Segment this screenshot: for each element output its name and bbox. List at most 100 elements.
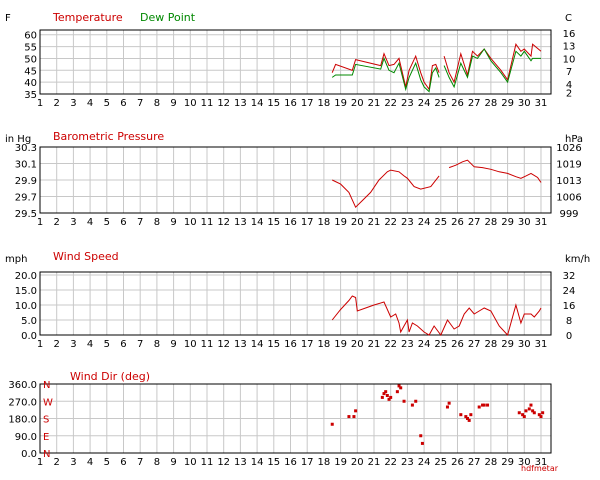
- wind_speed-chart: 1 2 3 4 5 6 7 8 9 10 11 12 13 14 15 16 17 18 19 20 21 22 23 24 2…: [5, 250, 590, 350]
- wind-dir-point: [384, 390, 388, 394]
- x-tick-label: 6: [120, 217, 126, 228]
- x-tick-label: 28: [485, 98, 498, 109]
- x-tick-label: 10: [184, 457, 197, 468]
- x-tick-label: 17: [301, 98, 314, 109]
- x-tick-label: 31: [535, 217, 548, 228]
- chart-title: Barometric Pressure: [53, 130, 164, 143]
- x-tick-label: 23: [401, 217, 414, 228]
- y-tick-label: 50: [24, 54, 37, 65]
- x-tick-label: 3: [70, 217, 76, 228]
- plot-frame: [39, 271, 552, 336]
- x-tick-label: 2: [54, 457, 60, 468]
- y-tick-label: 35: [24, 90, 37, 101]
- y-tick-label: 30.3: [15, 143, 37, 154]
- x-tick-label: 31: [535, 457, 548, 468]
- wind-dir-point: [531, 409, 535, 413]
- right-tick-label: 1026: [556, 143, 581, 154]
- x-tick-label: 26: [451, 98, 464, 109]
- x-tick-label: 6: [120, 457, 126, 468]
- y-tick-label: 10.0: [15, 301, 37, 312]
- wind-dir-point: [419, 434, 423, 438]
- x-tick-label: 11: [201, 217, 214, 228]
- temperature-chart: 1 2 3 4 5 6 7 8 9 10 11 12 13 14 15 16 17 18 19 20 21 22 23 24 2…: [5, 11, 575, 109]
- compass-label: E: [43, 432, 49, 443]
- right-tick-label: 16: [563, 29, 576, 40]
- wind-dir-point: [385, 394, 389, 397]
- y-tick-label: 0.0: [21, 449, 37, 460]
- x-tick-label: 8: [154, 98, 160, 109]
- left-unit-label: F: [5, 13, 11, 24]
- x-tick-label: 24: [418, 98, 431, 109]
- wind-dir-point: [521, 413, 525, 417]
- x-tick-label: 4: [87, 98, 93, 109]
- wind-dir-point: [420, 441, 424, 445]
- wind-dir-point: [469, 413, 473, 417]
- x-tick-label: 5: [104, 457, 110, 468]
- x-tick-label: 21: [368, 98, 381, 109]
- wind-dir-point: [481, 403, 485, 407]
- x-tick-label: 7: [137, 339, 143, 350]
- wind-dir-point: [382, 392, 386, 396]
- x-tick-label: 1: [37, 339, 43, 350]
- temperature-series-line: [331, 56, 440, 93]
- x-tick-label: 7: [137, 98, 143, 109]
- wind-dir-point: [517, 411, 521, 415]
- x-tick-label: 26: [451, 339, 464, 350]
- x-tick-label: 18: [318, 457, 331, 468]
- x-tick-label: 16: [284, 217, 297, 228]
- wind-speed-series-line: [331, 295, 542, 336]
- x-tick-label: 18: [318, 98, 331, 109]
- y-tick-label: 5.0: [21, 316, 37, 327]
- x-tick-label: 29: [501, 217, 514, 228]
- x-tick-label: 1: [37, 457, 43, 468]
- compass-label: W: [43, 397, 53, 408]
- x-tick-label: 31: [535, 98, 548, 109]
- wind-dir-point: [537, 413, 541, 417]
- y-tick-label: 45: [24, 66, 37, 77]
- x-tick-label: 4: [87, 339, 93, 350]
- x-tick-label: 22: [384, 457, 397, 468]
- temperature-series-line: [331, 52, 440, 91]
- y-tick-label: 0.0: [21, 331, 37, 342]
- x-tick-label: 9: [170, 457, 176, 468]
- x-tick-label: 21: [368, 217, 381, 228]
- x-tick-label: 14: [251, 339, 264, 350]
- wind-dir-point: [447, 401, 451, 405]
- wind-dir-point: [539, 415, 543, 419]
- chart-title: Temperature: [52, 11, 123, 24]
- pressure-series-line: [331, 169, 440, 209]
- x-tick-label: 29: [501, 457, 514, 468]
- x-tick-label: 23: [401, 339, 414, 350]
- x-tick-label: 7: [137, 457, 143, 468]
- left-unit-label: in Hg: [5, 134, 31, 145]
- x-tick-label: 10: [184, 217, 197, 228]
- right-tick-label: 24: [563, 286, 576, 297]
- wind-dir-point: [414, 399, 418, 403]
- x-tick-label: 20: [351, 339, 364, 350]
- plot-frame: [39, 29, 552, 95]
- y-tick-label: 270.0: [8, 397, 37, 408]
- wind-dir-point: [352, 415, 356, 419]
- y-tick-label: 29.5: [15, 209, 37, 220]
- x-tick-label: 15: [267, 457, 280, 468]
- plot-frame: [39, 383, 552, 454]
- chart-title: Dew Point: [140, 11, 196, 24]
- x-tick-label: 19: [334, 339, 347, 350]
- watermark: hdfmetar: [521, 464, 559, 473]
- wind-dir-point: [395, 390, 399, 394]
- x-tick-label: 11: [201, 457, 214, 468]
- x-tick-label: 2: [54, 339, 60, 350]
- x-tick-label: 5: [104, 217, 110, 228]
- x-tick-label: 8: [154, 457, 160, 468]
- x-tick-label: 2: [54, 217, 60, 228]
- x-tick-label: 6: [120, 98, 126, 109]
- x-tick-label: 10: [184, 339, 197, 350]
- wind-dir-point: [541, 411, 545, 415]
- x-tick-label: 30: [518, 457, 531, 468]
- right-tick-label: 7: [566, 67, 572, 78]
- wind-dir-point: [522, 415, 526, 419]
- wind-dir-point: [467, 418, 471, 422]
- pressure-series-line: [448, 159, 542, 183]
- x-tick-label: 28: [485, 217, 498, 228]
